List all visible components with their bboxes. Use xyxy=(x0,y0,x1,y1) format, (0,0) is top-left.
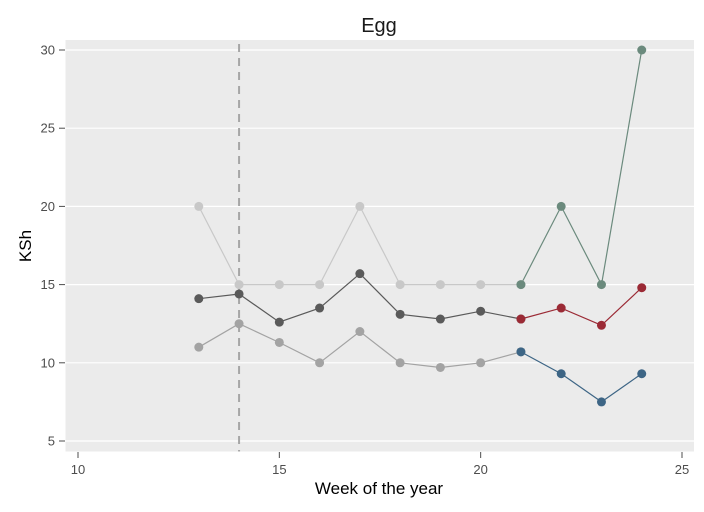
series-4-point-1 xyxy=(234,319,244,329)
series-1-point-2 xyxy=(596,280,606,290)
grid-lines xyxy=(65,49,694,442)
y-tick-label-2: 15 xyxy=(41,277,55,292)
series-2-point-1 xyxy=(234,289,244,299)
series-2-point-7 xyxy=(476,306,486,316)
series-0-point-4 xyxy=(355,201,365,211)
series-2-point-5 xyxy=(395,309,405,319)
x-axis-label: Week of the year xyxy=(315,479,444,498)
series-5-point-1 xyxy=(556,369,566,379)
chart-title: Egg xyxy=(361,15,397,37)
series-1-point-3 xyxy=(637,45,647,55)
series-5-point-0 xyxy=(516,347,526,357)
y-tick-label-1: 10 xyxy=(41,355,55,370)
series-4-point-4 xyxy=(355,327,365,337)
series-1-point-0 xyxy=(516,280,526,290)
series-line-3 xyxy=(520,287,643,327)
y-tick-label-0: 5 xyxy=(48,434,55,449)
series-0-point-1 xyxy=(234,280,244,290)
x-tick-label-2: 20 xyxy=(473,462,487,477)
series-5-point-2 xyxy=(596,397,606,407)
series-1-point-1 xyxy=(556,201,566,211)
plot-background xyxy=(65,40,694,452)
series-3-point-0 xyxy=(516,314,526,324)
series-2-point-0 xyxy=(194,294,204,304)
series-2-point-6 xyxy=(435,314,445,324)
y-axis-label: KSh xyxy=(16,230,35,262)
series-2-point-4 xyxy=(355,269,365,279)
series-5-point-3 xyxy=(637,369,647,379)
series-4-point-5 xyxy=(395,358,405,368)
x-tick-label-1: 15 xyxy=(272,462,286,477)
series-4-point-6 xyxy=(435,362,445,372)
series-0-point-3 xyxy=(315,280,325,290)
series-4-point-7 xyxy=(476,358,486,368)
x-tick-label-3: 25 xyxy=(675,462,689,477)
series-3-point-3 xyxy=(637,283,647,293)
series-line-1 xyxy=(520,49,643,287)
series-0-point-7 xyxy=(476,280,486,290)
series-0-point-0 xyxy=(194,201,204,211)
series-2-point-3 xyxy=(315,303,325,313)
series-4-point-3 xyxy=(315,358,325,368)
series-0-point-6 xyxy=(435,280,445,290)
x-tick-label-0: 10 xyxy=(71,462,85,477)
series-2-point-2 xyxy=(274,317,284,327)
y-axis: 5 10 15 20 25 30 xyxy=(41,40,66,452)
series-3-point-2 xyxy=(596,320,606,330)
series-0-point-2 xyxy=(274,280,284,290)
y-tick-label-3: 20 xyxy=(41,199,55,214)
series-3-point-1 xyxy=(556,303,566,313)
series-4-point-2 xyxy=(274,337,284,347)
y-tick-label-5: 30 xyxy=(41,43,55,58)
series-4-point-0 xyxy=(194,342,204,352)
series-0-point-5 xyxy=(395,280,405,290)
series-group xyxy=(194,45,647,407)
series-line-5 xyxy=(520,351,643,403)
y-tick-label-4: 25 xyxy=(41,121,55,136)
x-axis: 10 15 20 25 xyxy=(65,451,694,477)
